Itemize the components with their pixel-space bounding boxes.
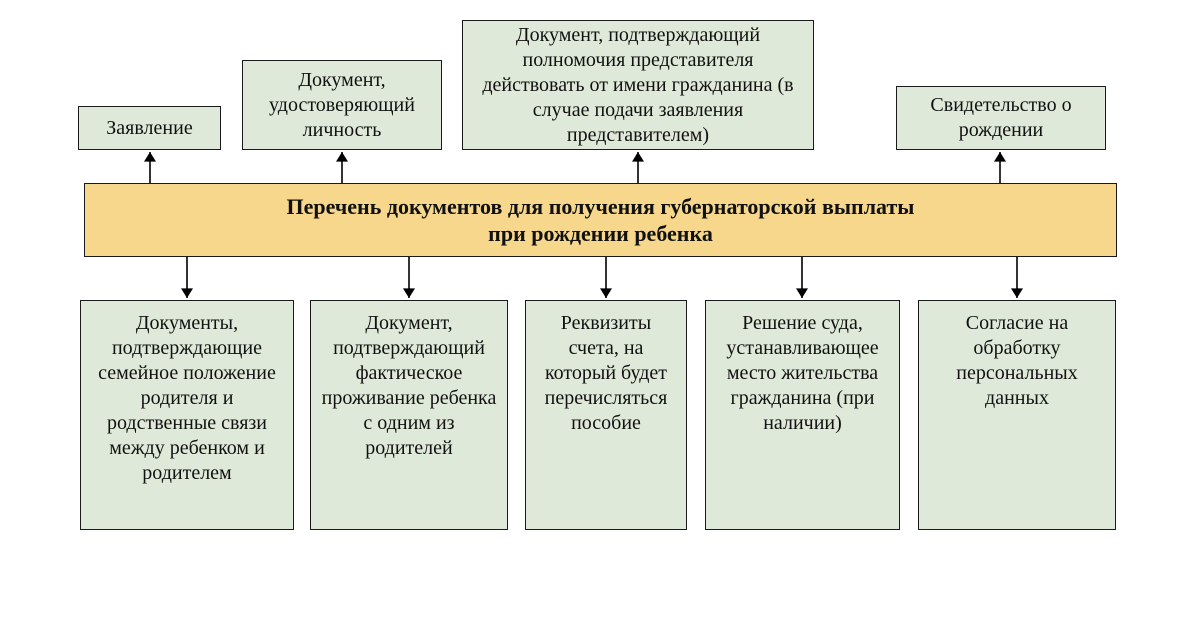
bottom-node-residence-proof: Документ, подтверждающий фактическое про… bbox=[310, 300, 508, 530]
bottom-node-court-decision: Решение суда, устанавливаю­щее место жит… bbox=[705, 300, 900, 530]
center-node-title: Перечень документов для получения губерн… bbox=[84, 183, 1117, 257]
node-text: Свидетельство о рождении bbox=[905, 93, 1097, 143]
node-text: Документ, подтверждающий фактическое про… bbox=[319, 311, 499, 461]
top-node-application: Заявление bbox=[78, 106, 221, 150]
node-text: Документы, подтверждающие семейное полож… bbox=[89, 311, 285, 486]
bottom-node-family-status: Документы, подтверждающие семейное полож… bbox=[80, 300, 294, 530]
bottom-node-account-details: Реквизиты счета, на который будет перечи… bbox=[525, 300, 687, 530]
node-text: Документ, удостоверяющий личность bbox=[251, 68, 433, 143]
diagram-canvas: Заявление Документ, удостоверяющий лично… bbox=[0, 0, 1200, 617]
top-node-identity-document: Документ, удостоверяющий личность bbox=[242, 60, 442, 150]
center-text: Перечень документов для получения губерн… bbox=[287, 193, 915, 248]
node-text: Решение суда, устанавливаю­щее место жит… bbox=[714, 311, 891, 436]
bottom-node-personal-data-consent: Согласие на обработку персональных данны… bbox=[918, 300, 1116, 530]
top-node-representative-authority: Документ, подтверждающий полномочия пред… bbox=[462, 20, 814, 150]
node-text: Заявление bbox=[106, 116, 192, 141]
top-node-birth-certificate: Свидетельство о рождении bbox=[896, 86, 1106, 150]
node-text: Реквизиты счета, на который будет перечи… bbox=[534, 311, 678, 436]
node-text: Согласие на обработку персональных данны… bbox=[927, 311, 1107, 411]
node-text: Документ, подтверждающий полномочия пред… bbox=[471, 23, 805, 148]
